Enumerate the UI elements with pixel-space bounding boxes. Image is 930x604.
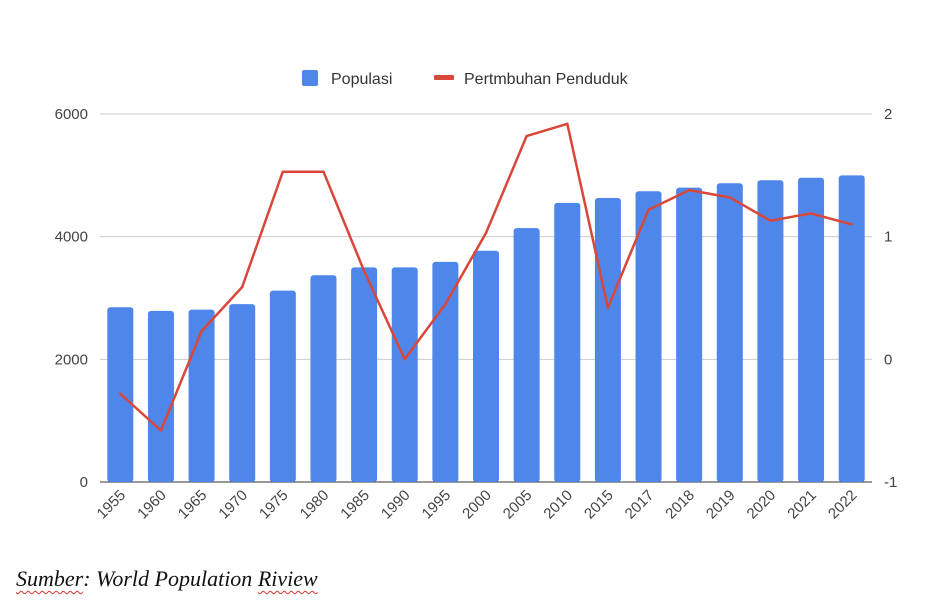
point-pertumbuhan-1980 (322, 170, 325, 173)
x-tick-label: 2018 (662, 487, 698, 523)
x-axis-ticks: 1955 1960 1965 1970 1975 1980 1985 1990 1995 2000… (94, 487, 861, 523)
y-right-tick-label: 2 (884, 106, 892, 123)
y-right-tick-label: 0 (884, 351, 892, 368)
point-pertumbuhan-1990 (403, 358, 406, 361)
x-tick-label: 1970 (215, 487, 251, 523)
x-tick-label: 1985 (337, 487, 373, 523)
right-axis-ticks: -1 0 1 2 (884, 106, 897, 491)
bar-populasi-2020 (757, 180, 784, 483)
bar-populasi-2005 (513, 228, 540, 482)
x-tick-label: 1960 (134, 487, 170, 523)
bar-populasi-2010 (554, 202, 581, 482)
bar-populasi-2015 (594, 198, 621, 482)
x-tick-label: 2010 (540, 487, 576, 523)
x-tick-label: 2017 (622, 487, 658, 523)
x-tick-label: 1955 (94, 487, 130, 523)
bar-populasi-2022 (838, 175, 865, 483)
point-pertumbuhan-1960 (159, 429, 163, 432)
bar-populasi-2018 (676, 187, 703, 482)
point-pertumbuhan-1995 (444, 302, 447, 306)
combo-chart: Populasi Pertmbuhan Penduduk 0 2000 4000 60… (55, 70, 897, 523)
x-tick-label: 2022 (825, 487, 861, 523)
bar-populasi-2000 (472, 250, 500, 482)
point-pertumbuhan-2005 (525, 134, 528, 138)
point-pertumbuhan-2017 (647, 208, 650, 211)
y-right-tick-label: 1 (884, 229, 892, 246)
y-left-tick-label: 0 (80, 474, 88, 491)
point-pertumbuhan-2015 (606, 306, 610, 310)
source-last-word: Riview (257, 566, 318, 591)
point-pertumbuhan-1955 (119, 392, 122, 395)
x-tick-label: 2020 (744, 487, 780, 523)
legend: Populasi Pertmbuhan Penduduk (302, 70, 629, 88)
point-pertumbuhan-1985 (362, 269, 366, 273)
y-left-tick-label: 4000 (55, 229, 88, 246)
source-text: : World Population (83, 566, 258, 591)
legend-swatch-pertumbuhan (434, 75, 454, 80)
point-pertumbuhan-2019 (728, 196, 731, 199)
x-tick-label: 2021 (784, 487, 820, 523)
source-caption: Sumber: World Population Riview (16, 566, 318, 592)
growth-line (119, 122, 853, 432)
x-tick-label: 2000 (459, 487, 495, 523)
bar-populasi-2021 (798, 177, 825, 482)
point-pertumbuhan-2000 (484, 231, 488, 235)
point-pertumbuhan-1970 (241, 285, 244, 289)
point-pertumbuhan-2022 (850, 223, 853, 226)
bar-populasi-1970 (229, 304, 256, 482)
y-left-tick-label: 2000 (55, 351, 88, 368)
bar-populasi-1975 (269, 290, 296, 482)
point-pertumbuhan-2018 (687, 188, 691, 192)
x-tick-label: 2005 (500, 487, 536, 523)
bar-populasi-1965 (188, 309, 215, 482)
point-pertumbuhan-1975 (281, 170, 285, 173)
legend-swatch-populasi (302, 70, 318, 86)
legend-label-populasi: Populasi (331, 71, 392, 88)
left-axis-ticks: 0 2000 4000 6000 (55, 106, 88, 491)
point-pertumbuhan-2021 (809, 212, 813, 215)
y-right-tick-label: -1 (884, 474, 897, 491)
legend-label-pertumbuhan: Pertmbuhan Penduduk (464, 71, 629, 88)
x-tick-label: 1995 (419, 487, 455, 523)
x-tick-label: 1990 (378, 487, 414, 523)
bar-populasi-1980 (310, 275, 337, 482)
point-pertumbuhan-1965 (200, 329, 203, 333)
bar-populasi-1990 (391, 267, 418, 482)
x-tick-label: 2019 (703, 487, 739, 523)
bar-populasi-1960 (147, 310, 174, 482)
point-pertumbuhan-2020 (769, 219, 772, 222)
y-left-tick-label: 6000 (55, 106, 88, 123)
point-pertumbuhan-2010 (566, 122, 569, 126)
x-tick-label: 1980 (297, 487, 333, 523)
x-tick-label: 1965 (175, 487, 211, 523)
bar-populasi-2019 (716, 183, 743, 482)
x-tick-label: 2015 (581, 487, 617, 523)
source-prefix: Sumber (16, 566, 84, 591)
bar-populasi-1985 (351, 267, 378, 482)
population-bars (107, 175, 865, 483)
bar-populasi-2017 (635, 191, 662, 482)
x-tick-label: 1975 (256, 487, 292, 523)
bar-populasi-1995 (432, 261, 459, 482)
